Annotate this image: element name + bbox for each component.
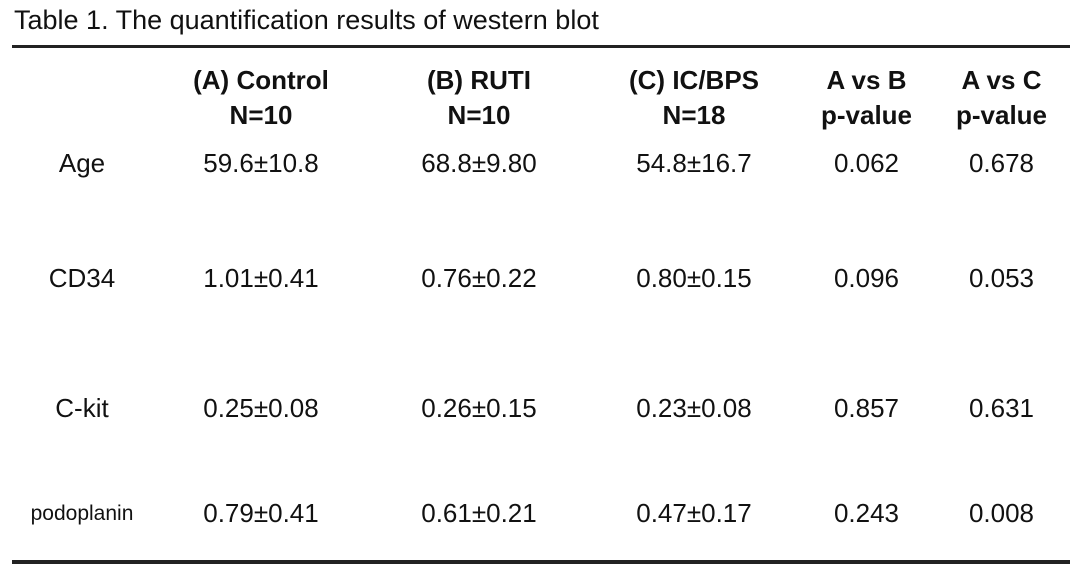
results-table: (A) Control N=10 (B) RUTI N=10 (C) IC/BP… [12, 48, 1070, 566]
header-label: (B) RUTI [427, 65, 531, 95]
header-n: N=18 [662, 100, 726, 130]
table-cell: 0.76±0.22 [421, 262, 537, 293]
header-n: N=10 [229, 100, 293, 130]
header-cell-a-vs-c: A vs C p-value [933, 48, 1070, 148]
table-cell: 0.096 [833, 262, 900, 293]
header-n: N=10 [447, 100, 511, 130]
table-cell: 0.631 [968, 393, 1035, 423]
table-cell: 0.053 [968, 262, 1035, 293]
header-cell-a-vs-b: A vs B p-value [800, 48, 933, 148]
row-label: CD34 [48, 262, 116, 293]
header-cell-control: (A) Control N=10 [152, 48, 370, 148]
table-cell: 54.8±16.7 [636, 148, 752, 178]
header-label: A vs B [826, 65, 907, 95]
table-row-podoplanin: podoplanin 0.79±0.41 0.61±0.21 0.47±0.17… [12, 461, 1070, 566]
table-cell: 0.243 [833, 498, 900, 528]
table-cell: 0.008 [968, 498, 1035, 528]
header-pvalue: p-value [955, 100, 1048, 130]
table-row-ckit: C-kit 0.25±0.08 0.26±0.15 0.23±0.08 0.85… [12, 356, 1070, 461]
row-label: C-kit [55, 393, 109, 423]
table-cell: 59.6±10.8 [203, 148, 319, 178]
table-row-cd34: CD34 1.01±0.41 0.76±0.22 0.80±0.15 0.096… [12, 200, 1070, 356]
table-cell: 0.26±0.15 [421, 393, 537, 423]
table-cell: 0.23±0.08 [636, 393, 752, 423]
table-cell: 0.062 [833, 148, 900, 178]
table-caption: Table 1. The quantification results of w… [14, 5, 599, 35]
top-rule [12, 45, 1070, 48]
header-label: (A) Control [193, 65, 329, 95]
table-cell: 0.25±0.08 [203, 393, 319, 423]
header-cell-ruti: (B) RUTI N=10 [370, 48, 588, 148]
table-cell: 0.80±0.15 [636, 262, 752, 293]
table-cell: 0.857 [833, 393, 900, 423]
table-row-age: Age 59.6±10.8 68.8±9.80 54.8±16.7 0.062 … [12, 148, 1070, 200]
row-label: Age [58, 148, 106, 178]
table-cell: 0.678 [968, 148, 1035, 178]
row-label: podoplanin [30, 501, 134, 525]
header-label: A vs C [961, 65, 1042, 95]
header-label: (C) IC/BPS [629, 65, 759, 95]
table-cell: 1.01±0.41 [203, 262, 319, 293]
header-cell-icbps: (C) IC/BPS N=18 [588, 48, 800, 148]
table-cell: 68.8±9.80 [421, 148, 537, 178]
header-row: (A) Control N=10 (B) RUTI N=10 (C) IC/BP… [12, 48, 1070, 148]
header-cell-blank [12, 48, 152, 148]
table-cell: 0.61±0.21 [421, 498, 537, 528]
table-cell: 0.47±0.17 [636, 498, 752, 528]
header-pvalue: p-value [820, 100, 913, 130]
bottom-rule [12, 560, 1070, 564]
table-cell: 0.79±0.41 [203, 498, 319, 528]
